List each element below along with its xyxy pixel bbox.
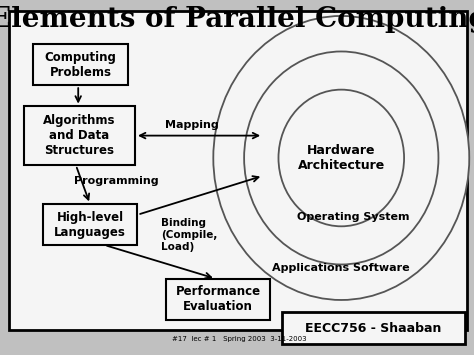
Ellipse shape [213, 16, 469, 300]
Bar [33, 44, 128, 85]
Text: Computing
Problems: Computing Problems [45, 51, 117, 79]
Text: Algorithms
and Data
Structures: Algorithms and Data Structures [43, 114, 116, 157]
Text: Applications Software: Applications Software [273, 263, 410, 273]
Bar [43, 204, 137, 245]
Text: Mapping: Mapping [165, 120, 219, 130]
Text: Hardware
Architecture: Hardware Architecture [298, 144, 385, 172]
Text: Elements of Parallel Computing: Elements of Parallel Computing [0, 6, 474, 33]
Ellipse shape [244, 51, 438, 264]
Text: Performance
Evaluation: Performance Evaluation [175, 285, 261, 313]
Text: Binding
(Compile,
Load): Binding (Compile, Load) [161, 218, 218, 252]
Text: #17  lec # 1   Spring 2003  3-11-2003: #17 lec # 1 Spring 2003 3-11-2003 [172, 336, 307, 342]
Bar [282, 312, 465, 344]
Text: Operating System: Operating System [297, 212, 410, 222]
Bar [24, 106, 135, 165]
Text: High-level
Languages: High-level Languages [54, 211, 126, 239]
Text: EECC756 - Shaaban: EECC756 - Shaaban [305, 322, 441, 335]
Ellipse shape [278, 89, 404, 226]
Bar [166, 279, 270, 320]
Text: Programming: Programming [74, 176, 158, 186]
